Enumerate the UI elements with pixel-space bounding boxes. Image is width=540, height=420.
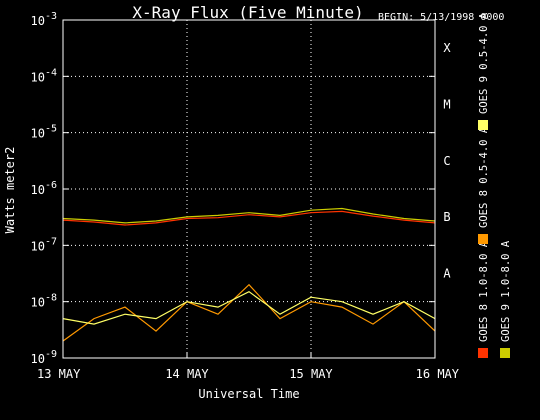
y-tick-label: 10-9 (31, 349, 58, 366)
flare-class-label: B (443, 210, 450, 224)
legend-label: GOES 8 1.0-8.0 A (478, 240, 490, 342)
legend-label: GOES 9 0.5-4.0 A (478, 12, 490, 114)
series-layer (62, 207, 436, 342)
flare-class-label: X (443, 41, 451, 55)
y-tick-label: 10-7 (31, 236, 58, 253)
legend-swatch (478, 348, 488, 358)
x-tick-label: 16 MAY (416, 367, 460, 381)
flare-class-label: M (443, 98, 450, 112)
x-tick-label: 14 MAY (165, 367, 209, 381)
x-tick-label: 13 MAY (37, 367, 81, 381)
y-tick-label: 10-5 (31, 124, 58, 141)
y-tick-label: 10-8 (31, 293, 58, 310)
series-line (62, 291, 436, 325)
y-axis-label: Watts meter2 (3, 147, 17, 234)
legend: GOES 8 1.0-8.0 A GOES 8 0.5-4.0 A GOES 9 0… (478, 12, 512, 358)
flare-class-label: C (443, 154, 450, 168)
legend-swatch (478, 234, 488, 244)
begin-label: BEGIN: 5/13/1998 0000 (378, 12, 504, 23)
legend-swatch (500, 348, 510, 358)
y-tick-label: 10-4 (31, 67, 58, 84)
x-axis-label: Universal Time (198, 387, 299, 401)
legend-swatch (478, 120, 488, 130)
legend-label: GOES 9 1.0-8.0 A (500, 240, 512, 342)
series-line (62, 210, 436, 226)
flare-class-label: A (443, 267, 451, 281)
x-tick-label: 15 MAY (289, 367, 333, 381)
series-line (62, 283, 436, 342)
axis-layer: 10-9 10-8 10-7 10-6 10-5 10-4 10-3 13 MAY 14 MAY… (31, 11, 460, 381)
y-tick-label: 10-6 (31, 180, 58, 197)
grid-layer (63, 20, 435, 358)
chart-title: X-Ray Flux (Five Minute) (132, 3, 363, 22)
y-tick-label: 10-3 (31, 11, 58, 28)
series-line (62, 207, 436, 224)
legend-label: GOES 8 0.5-4.0 A (478, 126, 490, 228)
